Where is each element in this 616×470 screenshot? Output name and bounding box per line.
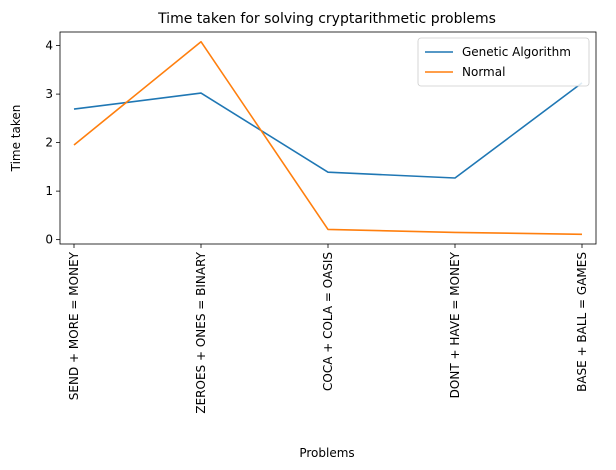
legend-label: Genetic Algorithm bbox=[462, 45, 571, 59]
legend-box bbox=[417, 37, 590, 87]
y-tick-label: 1 bbox=[45, 184, 53, 198]
x-tick-label: COCA + COLA = OASIS bbox=[321, 252, 335, 391]
y-tick-label: 3 bbox=[45, 87, 53, 101]
legend-label: Normal bbox=[462, 65, 505, 79]
x-tick-label: BASE + BALL = GAMES bbox=[575, 252, 589, 392]
x-tick-label: DONT + HAVE = MONEY bbox=[448, 251, 462, 398]
series-line-2 bbox=[73, 40, 583, 236]
y-tick-label: 4 bbox=[45, 39, 53, 53]
y-tick-label: 0 bbox=[45, 233, 53, 247]
chart-title: Time taken for solving cryptarithmetic p… bbox=[157, 11, 496, 27]
x-tick-label: ZEROES + ONES = BINARY bbox=[194, 251, 208, 413]
x-axis: SEND + MORE = MONEY ZEROES + ONES = BINAR… bbox=[67, 244, 589, 414]
series-line-1 bbox=[73, 82, 583, 179]
x-axis-label: Problems bbox=[299, 446, 354, 460]
x-tick-label: SEND + MORE = MONEY bbox=[67, 251, 81, 400]
series-lines bbox=[73, 40, 583, 236]
y-axis: 0 1 2 3 4 bbox=[45, 39, 60, 247]
y-tick-label: 2 bbox=[45, 136, 53, 150]
y-axis-label: Time taken bbox=[9, 105, 23, 173]
legend: Genetic Algorithm Normal bbox=[417, 37, 590, 87]
